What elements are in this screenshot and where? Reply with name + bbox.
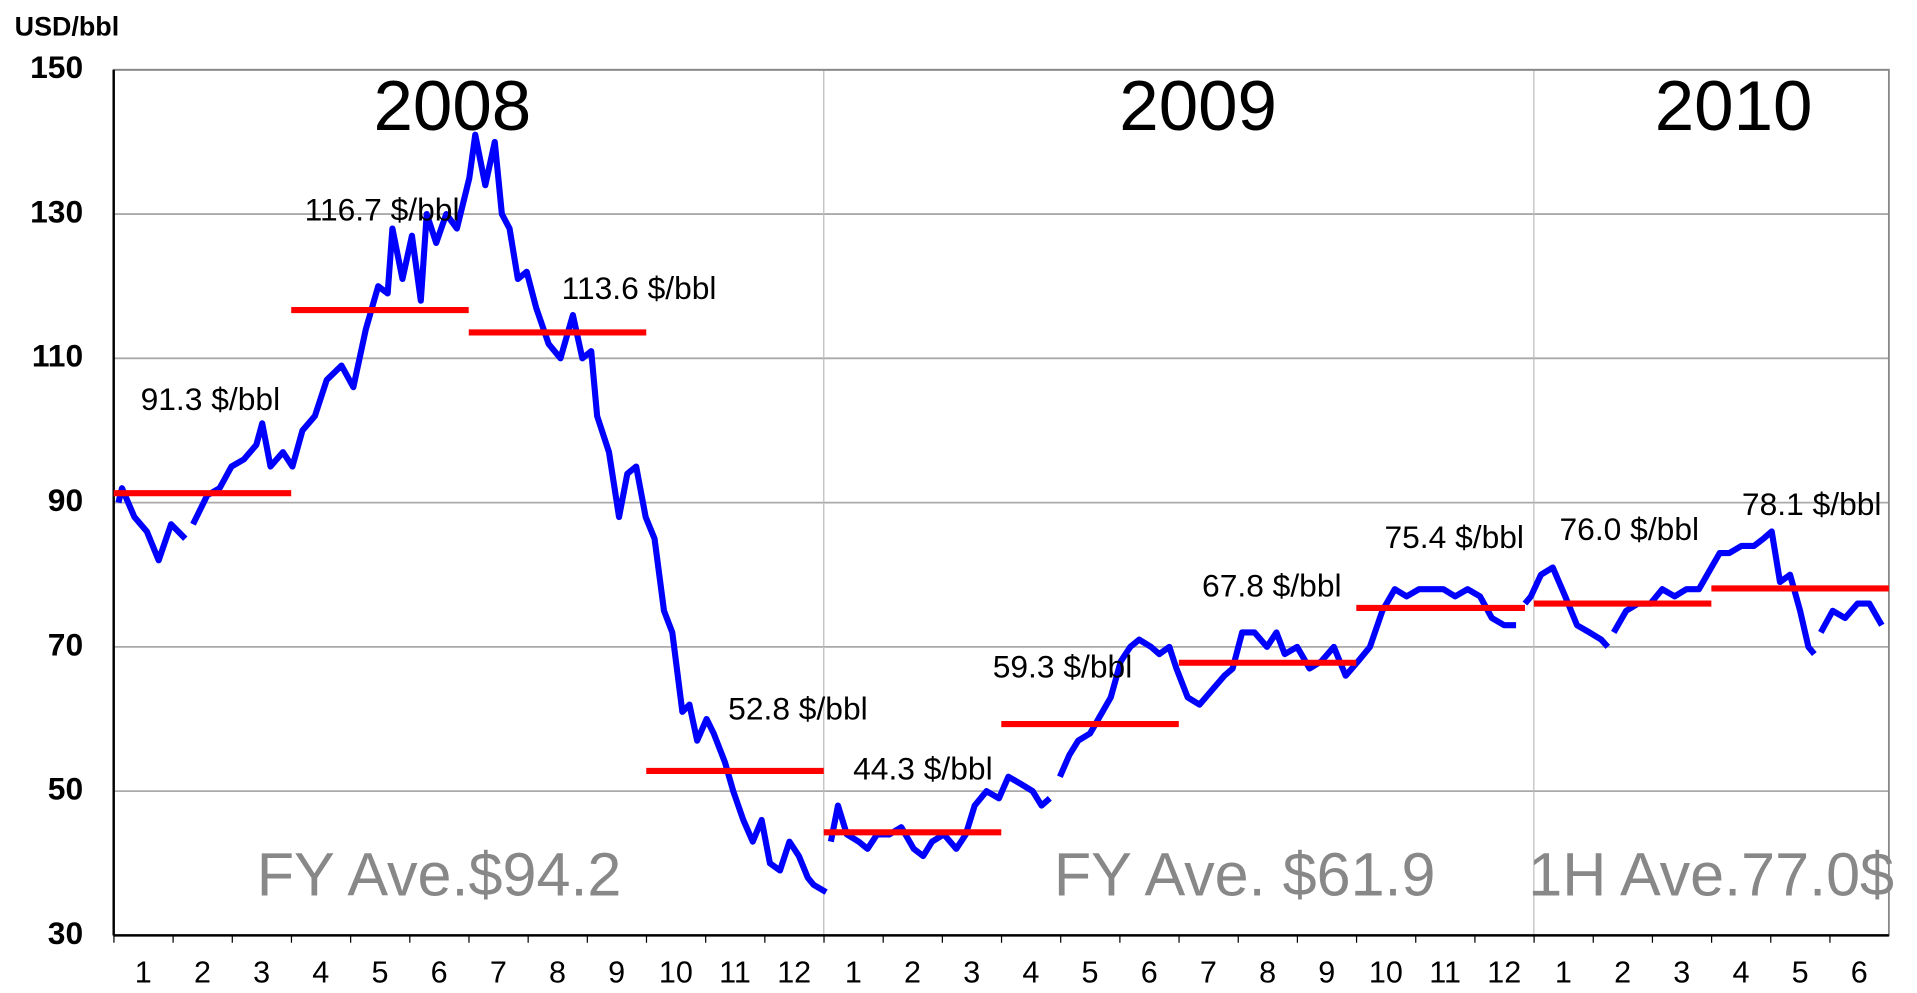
year-label: 2010 — [1655, 67, 1813, 146]
y-axis-label: USD/bbl — [15, 11, 120, 41]
x-tick-label: 1 — [135, 956, 152, 990]
x-tick-label: 7 — [1200, 956, 1217, 990]
x-tick-label: 2 — [194, 956, 211, 990]
quarter-average-label: 76.0 $/bbl — [1560, 511, 1700, 547]
y-tick-label: 30 — [48, 915, 83, 951]
x-tick-label: 10 — [1369, 956, 1403, 990]
x-tick-label: 4 — [312, 956, 329, 990]
x-tick-label: 6 — [431, 956, 448, 990]
x-tick-label: 7 — [490, 956, 507, 990]
y-tick-label: 150 — [30, 49, 83, 85]
y-tick-label: 70 — [48, 626, 83, 662]
quarter-average-label: 52.8 $/bbl — [728, 690, 868, 726]
y-tick-label: 110 — [32, 338, 83, 374]
x-tick-label: 5 — [1792, 956, 1809, 990]
x-tick-label: 1 — [845, 956, 862, 990]
x-tick-label: 11 — [1429, 956, 1461, 990]
period-average: FY Ave.$94.2 — [257, 840, 622, 908]
x-tick-label: 8 — [549, 956, 566, 990]
quarter-average-label: 78.1 $/bbl — [1742, 486, 1882, 522]
x-tick-label: 5 — [371, 956, 388, 990]
quarter-average-label: 113.6 $/bbl — [562, 270, 717, 306]
x-tick-label: 2 — [904, 956, 921, 990]
x-tick-label: 6 — [1851, 956, 1868, 990]
x-tick-label: 8 — [1259, 956, 1276, 990]
period-average: 1H Ave.77.0$ — [1528, 840, 1894, 908]
x-tick-label: 10 — [659, 956, 693, 990]
x-tick-label: 4 — [1022, 956, 1039, 990]
x-tick-label: 3 — [1673, 956, 1690, 990]
quarter-average-label: 67.8 $/bbl — [1202, 568, 1342, 604]
year-label: 2009 — [1119, 67, 1277, 146]
x-tick-label: 9 — [608, 956, 625, 990]
price-line — [115, 131, 1885, 895]
quarter-average-label: 116.7 $/bbl — [305, 192, 460, 228]
y-tick-label: 90 — [48, 482, 83, 518]
x-tick-label: 11 — [719, 956, 751, 990]
x-tick-label: 5 — [1082, 956, 1099, 990]
x-tick-label: 4 — [1732, 956, 1749, 990]
quarter-average-label: 59.3 $/bbl — [993, 648, 1133, 684]
x-tick-label: 1 — [1555, 956, 1572, 990]
y-tick-label: 50 — [48, 771, 83, 807]
year-label: 2008 — [373, 67, 531, 146]
x-tick-label: 2 — [1614, 956, 1631, 990]
quarter-average-label: 75.4 $/bbl — [1384, 519, 1524, 555]
quarter-average-label: 91.3 $/bbl — [141, 381, 281, 417]
x-tick-label: 9 — [1318, 956, 1335, 990]
period-average: FY Ave. $61.9 — [1054, 840, 1436, 908]
x-tick-label: 3 — [253, 956, 270, 990]
x-tick-label: 6 — [1141, 956, 1158, 990]
quarter-average-label: 44.3 $/bbl — [853, 751, 993, 787]
x-tick-label: 3 — [963, 956, 980, 990]
x-tick-label: 12 — [1487, 956, 1521, 990]
y-tick-label: 130 — [30, 193, 83, 229]
x-tick-label: 12 — [777, 956, 811, 990]
